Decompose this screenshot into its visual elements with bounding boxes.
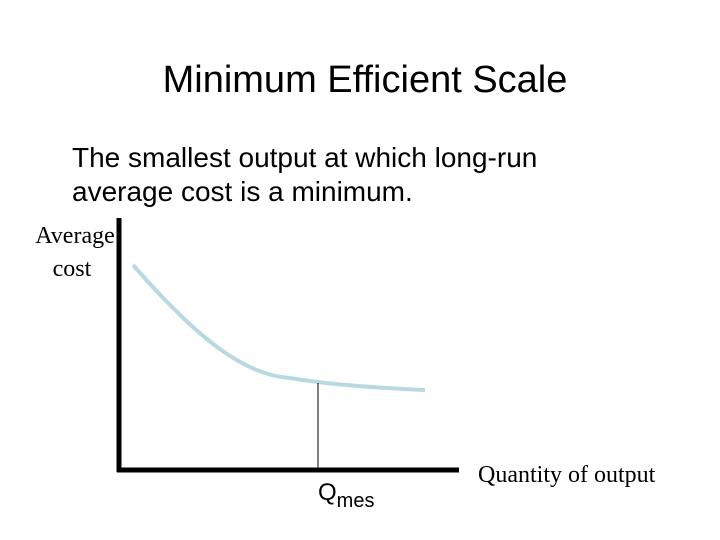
mes-subscript: mes bbox=[337, 490, 375, 512]
definition-line: average cost is a minimum. bbox=[72, 176, 413, 207]
mes-label: Qmes bbox=[318, 479, 374, 512]
definition-line: The smallest output at which long-run bbox=[72, 142, 537, 173]
y-axis-label: cost bbox=[53, 256, 92, 282]
x-axis-label: Quantity of output bbox=[478, 462, 656, 488]
average-cost-curve bbox=[131, 263, 426, 392]
mes-symbol: Q bbox=[318, 479, 337, 506]
y-axis-label: Average bbox=[35, 223, 115, 249]
slide-title: Minimum Efficient Scale bbox=[163, 59, 568, 101]
